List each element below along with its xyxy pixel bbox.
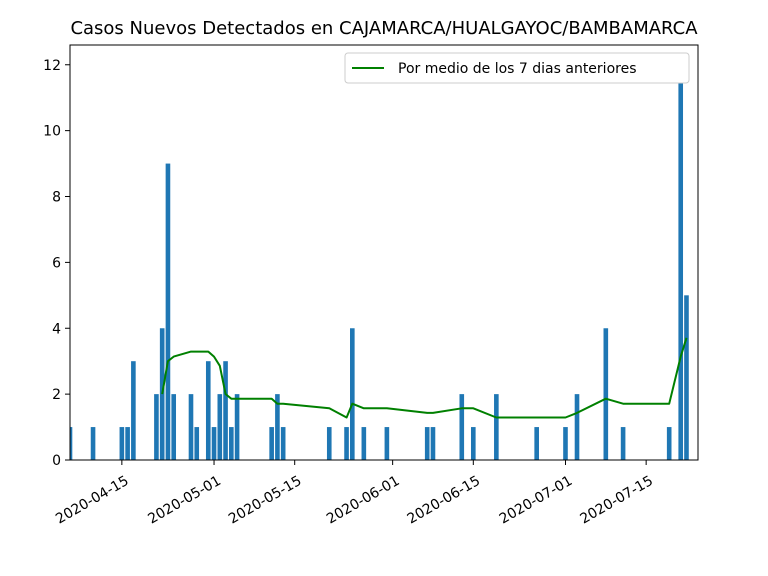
bar — [211, 427, 217, 460]
legend-label: Por medio de los 7 dias anteriores — [398, 61, 637, 77]
bar — [119, 427, 125, 460]
y-tick-label: 0 — [52, 453, 61, 469]
bar — [344, 427, 349, 460]
bar — [234, 394, 240, 460]
legend: Por medio de los 7 dias anteriores — [344, 52, 690, 84]
bar — [574, 394, 580, 460]
bar — [70, 427, 73, 460]
chart-title: Casos Nuevos Detectados en CAJAMARCA/HUA… — [70, 18, 698, 39]
bar — [269, 427, 274, 460]
bar — [494, 394, 499, 460]
bar — [684, 295, 689, 460]
legend-box — [344, 52, 690, 84]
bar — [131, 361, 136, 460]
y-tick-label: 6 — [52, 255, 61, 271]
bar — [229, 427, 234, 460]
line-series — [161, 337, 688, 419]
y-tick-label: 2 — [52, 387, 61, 403]
bar — [280, 427, 286, 460]
bar — [678, 64, 684, 460]
bar — [188, 394, 194, 460]
x-tick-label: 2020-07-15 — [577, 473, 655, 528]
bar — [384, 427, 390, 460]
bar — [603, 328, 609, 460]
bar — [90, 427, 96, 460]
bar — [171, 394, 177, 460]
x-axis: 2020-04-15 2020-05-01 2020-05-15 2020-06-01… — [53, 460, 656, 527]
bar — [361, 427, 367, 460]
y-tick-label: 4 — [52, 321, 61, 337]
bar-series — [70, 64, 689, 461]
bar — [350, 328, 355, 460]
bar — [666, 427, 672, 460]
bar — [275, 394, 280, 460]
y-tick-label: 10 — [43, 124, 61, 140]
bar — [470, 427, 476, 460]
bar — [165, 163, 171, 461]
x-tick-label: 2020-06-01 — [324, 473, 402, 528]
moving-average-line — [161, 337, 688, 419]
bar — [154, 394, 159, 460]
y-tick-label: 12 — [43, 58, 61, 74]
x-tick-label: 2020-04-15 — [53, 473, 131, 528]
plot-frame — [69, 44, 699, 461]
bar — [430, 427, 436, 460]
bar — [194, 427, 200, 460]
bar — [326, 427, 332, 460]
y-tick-label: 8 — [52, 190, 61, 206]
bar — [217, 394, 223, 460]
bar — [125, 427, 130, 460]
bar — [223, 361, 228, 460]
bar — [459, 394, 465, 460]
bar — [620, 427, 626, 460]
bar — [534, 427, 539, 460]
x-tick-label: 2020-05-01 — [145, 473, 223, 528]
bar — [159, 328, 165, 460]
x-tick-label: 2020-06-15 — [405, 473, 483, 528]
x-tick-label: 2020-05-15 — [226, 473, 304, 528]
bar — [424, 427, 430, 460]
bar — [563, 427, 568, 460]
bar — [205, 361, 211, 460]
y-axis: 0 2 4 6 8 10 12 — [43, 58, 70, 469]
x-tick-label: 2020-07-01 — [497, 473, 575, 528]
